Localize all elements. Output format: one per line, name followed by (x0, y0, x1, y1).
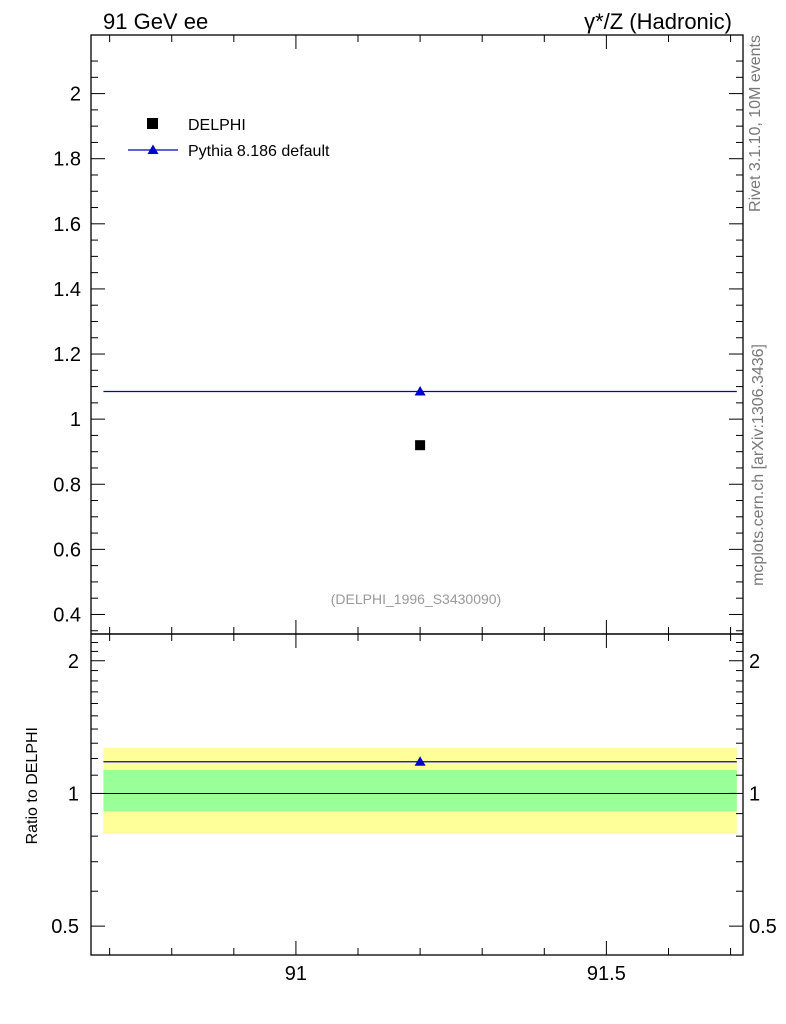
y-tick-label: 0.4 (53, 604, 81, 626)
header-left: 91 GeV ee (103, 9, 208, 34)
rivet-version-text: Rivet 3.1.10, 10M events (747, 35, 764, 212)
y-tick-label: 0.8 (53, 474, 81, 496)
legend: DELPHI Pythia 8.186 default (128, 117, 330, 160)
analysis-watermark: (DELPHI_1996_S3430090) (331, 591, 501, 607)
y-tick-label: 1.2 (53, 344, 81, 366)
legend-pythia-marker (147, 144, 159, 154)
header-right: γ*/Z (Hadronic) (584, 9, 732, 34)
legend-pythia-label: Pythia 8.186 default (188, 143, 330, 160)
ratio-y-tick-label: 0.5 (51, 916, 79, 938)
pythia-point-marker (414, 385, 426, 396)
uncertainty-band-inner (103, 770, 737, 812)
main-axis-ticks (91, 35, 743, 634)
main-y-tick-labels: 0.4 0.6 0.8 1 1.2 1.4 1.6 1.8 2 (53, 84, 81, 627)
x-tick-labels: 91 91.5 (285, 963, 626, 985)
ratio-y-tick-labels: 0.5 0.5 1 1 2 2 (51, 651, 777, 938)
y-tick-label: 2 (70, 84, 81, 106)
pythia-ratio-marker (414, 756, 426, 766)
y-tick-label: 1.8 (53, 149, 81, 171)
main-panel: 0.4 0.6 0.8 1 1.2 1.4 1.6 1.8 2 DELPHI Pythia 8.… (53, 34, 744, 635)
y-tick-label: 1.6 (53, 214, 81, 236)
y-tick-label: 1.4 (53, 279, 81, 301)
legend-delphi-label: DELPHI (188, 117, 246, 134)
legend-delphi-marker (147, 118, 158, 129)
x-tick-label: 91 (285, 963, 307, 985)
ratio-y-tick-label: 2 (68, 651, 79, 673)
ratio-y-tick-label: 1 (68, 783, 79, 805)
ratio-y-axis-label: Ratio to DELPHI (24, 727, 41, 844)
mcplots-reference-text: mcplots.cern.ch [arXiv:1306.3436] (750, 344, 767, 586)
ratio-y-tick-label-right: 0.5 (749, 916, 777, 938)
ratio-y-tick-label-right: 2 (749, 651, 760, 673)
ratio-panel: 0.5 0.5 1 1 2 2 91 91.5 Ratio to DELPHI (24, 633, 777, 985)
ratio-y-tick-label-right: 1 (749, 783, 760, 805)
delphi-data-point (415, 440, 426, 451)
y-tick-label: 1 (70, 409, 81, 431)
ratio-frame (90, 633, 744, 956)
ratio-axis-ticks (91, 634, 743, 955)
y-tick-label: 0.6 (53, 539, 81, 561)
x-tick-label: 91.5 (587, 963, 626, 985)
